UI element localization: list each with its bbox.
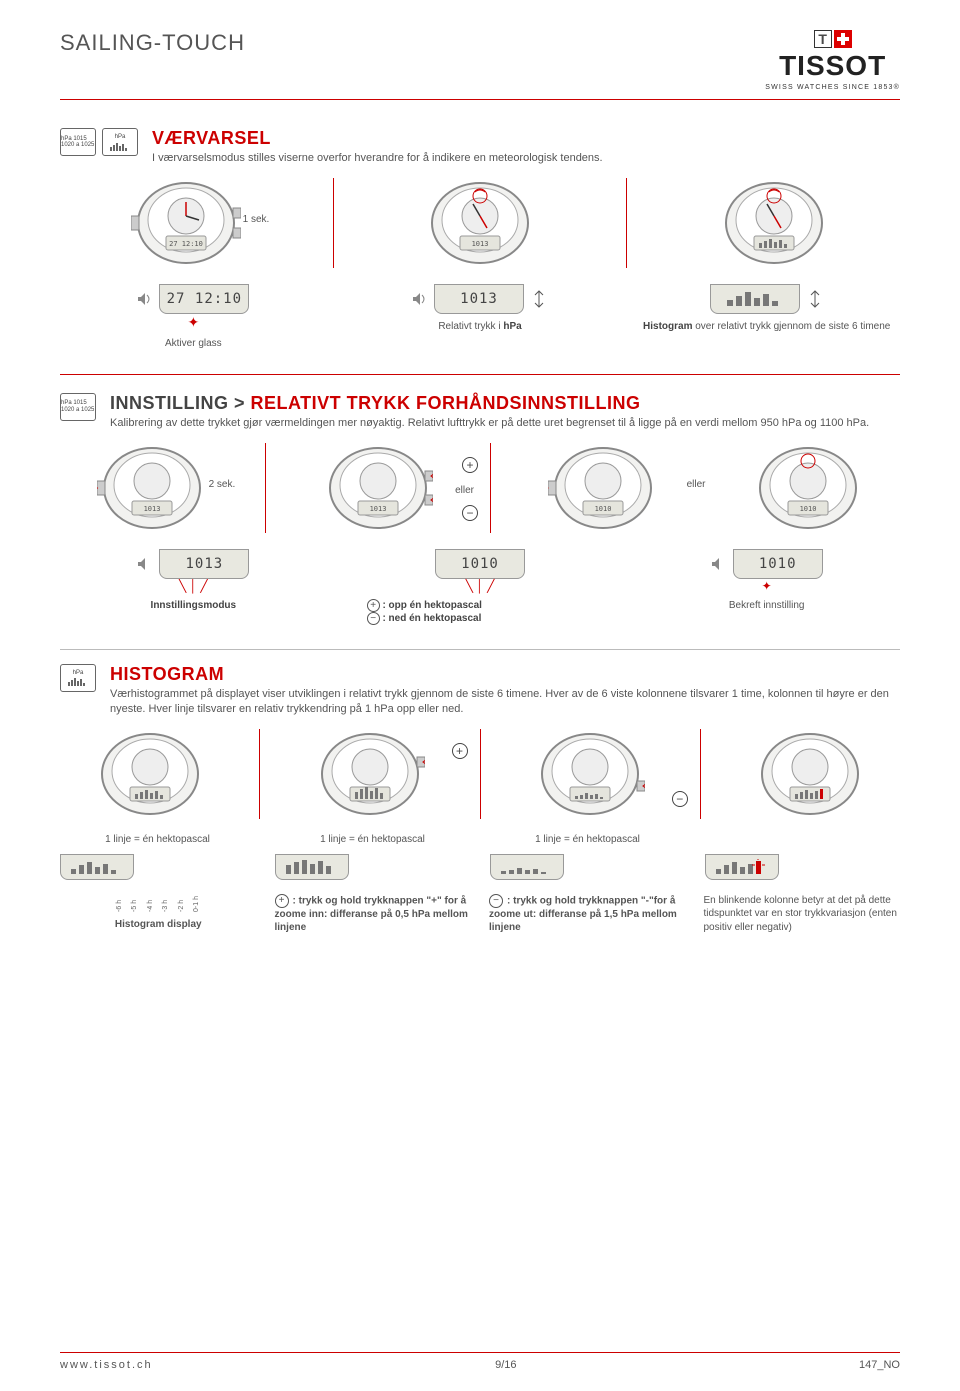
speaker-icon	[711, 557, 727, 571]
hpa-bars-icon: hPa	[102, 128, 138, 156]
brand-logo: T TISSOT SWISS WATCHES SINCE 1853®	[765, 30, 900, 91]
hpa-dial-icon: hPa 1015 1020 a 1025	[60, 393, 96, 421]
vaervarsel-step1: 27 12:10 1 sek.	[60, 178, 313, 268]
lcd-display: 1013	[159, 549, 249, 579]
annotation-2sek: 2 sek.	[209, 479, 236, 490]
svg-text:1013: 1013	[369, 505, 386, 513]
hpa-bars-icon: hPa	[60, 664, 96, 692]
lcd-display: 27 12:10	[159, 284, 249, 314]
lcd-histogram	[710, 284, 800, 314]
watch-icon: 1013 2 sek.	[97, 443, 207, 533]
vaervarsel-title: VÆRVARSEL	[152, 128, 603, 149]
zoom-in-desc: +: trykk og hold trykknappen "+" for å z…	[275, 894, 472, 935]
lcd-histogram	[490, 854, 564, 880]
watch-icon: 1013	[323, 443, 433, 533]
plus-icon: +	[275, 894, 289, 908]
caption-innstillingsmodus: Innstillingsmodus	[151, 600, 237, 611]
watch-icon: 1010	[548, 443, 658, 533]
lcd-histogram	[60, 854, 134, 880]
section-innstilling: hPa 1015 1020 a 1025 INNSTILLING > RELAT…	[60, 393, 900, 625]
page-footer: www.tissot.ch 9/16 147_NO	[60, 1352, 900, 1371]
innstilling-step2: 1013 + eller −	[286, 443, 471, 533]
hand-move-icon	[806, 287, 824, 311]
caption-histogram: Histogram over relativt trykk gjennom de…	[633, 320, 900, 333]
histogram-desc: Værhistogrammet på displayet viser utvik…	[110, 687, 900, 717]
eller-label: eller	[455, 485, 474, 496]
minus-icon: −	[672, 791, 688, 807]
rays-icon: ✦	[633, 579, 900, 593]
hour-labels: -6 h -5 h -4 h -3 h -2 h 0-1 h	[60, 896, 257, 912]
annotation-1sek: 1 sek.	[243, 214, 270, 225]
svg-text:1013: 1013	[472, 240, 489, 248]
svg-text:1013: 1013	[144, 505, 161, 513]
watch-icon	[315, 729, 425, 819]
vaervarsel-desc: I værvarselsmodus stilles viserne overfo…	[152, 151, 603, 166]
caption-relativt-trykk: Relativt trykk i hPa	[347, 320, 614, 333]
watch-icon	[755, 729, 865, 819]
highlight-icon: ✦	[60, 314, 327, 331]
lcd-display: 1013	[434, 284, 524, 314]
rays-icon: ╲ │ ╱	[60, 579, 327, 593]
innstilling-desc: Kalibrering av dette trykket gjør værmel…	[110, 416, 869, 431]
watch-icon: 1010	[753, 443, 863, 533]
caption-plusminus: + : opp én hektopascal − : ned én hektop…	[347, 599, 614, 625]
vaervarsel-step2: 1013	[354, 178, 607, 268]
svg-text:1010: 1010	[595, 505, 612, 513]
svg-text:1010: 1010	[799, 505, 816, 513]
watch-icon	[535, 729, 645, 819]
histogram-title: HISTOGRAM	[110, 664, 900, 685]
vaervarsel-step3	[647, 178, 900, 268]
watch-icon	[95, 729, 205, 819]
section-histogram: hPa HISTOGRAM Værhistogrammet på display…	[60, 664, 900, 935]
histogram-watch4	[721, 729, 900, 819]
hpa-dial-icon: hPa 1015 1020 a 1025	[60, 128, 96, 156]
histogram-watch3: −	[501, 729, 680, 819]
lcd-histogram-blink	[705, 854, 779, 880]
innstilling-step3b: 1010	[716, 443, 901, 533]
innstilling-step1: 1013 2 sek.	[60, 443, 245, 533]
lcd-histogram	[275, 854, 349, 880]
speaker-icon	[137, 292, 153, 306]
caption-1linje: 1 linje = én hektopascal	[490, 833, 685, 846]
caption-1linje: 1 linje = én hektopascal	[60, 833, 255, 846]
plus-icon: +	[462, 457, 478, 473]
eller-label: eller	[687, 479, 706, 490]
svg-text:27 12:10: 27 12:10	[169, 240, 203, 248]
blink-desc: En blinkende kolonne betyr at det på det…	[704, 894, 901, 935]
speaker-icon	[137, 557, 153, 571]
brand-name: TISSOT	[765, 50, 900, 82]
histogram-watch2: +	[280, 729, 459, 819]
histogram-display-label: Histogram display	[115, 919, 202, 930]
innstilling-title: INNSTILLING > RELATIVT TRYKK FORHÅNDSINN…	[110, 393, 869, 414]
watch-icon: 27 12:10 1 sek.	[131, 178, 241, 268]
hand-move-icon	[530, 287, 548, 311]
plus-icon: +	[452, 743, 468, 759]
t-mark-icon: T	[814, 30, 832, 48]
watch-icon: 1013	[425, 178, 535, 268]
innstilling-step3a: 1010 eller	[511, 443, 696, 533]
section-vaervarsel: hPa 1015 1020 a 1025 hPa VÆRVARSEL I vær…	[60, 128, 900, 350]
watch-icon	[719, 178, 829, 268]
swiss-cross-icon	[834, 30, 852, 48]
caption-aktiver-glass: Aktiver glass	[60, 337, 327, 350]
histogram-display-legend: -6 h -5 h -4 h -3 h -2 h 0-1 h Histogram…	[60, 894, 257, 935]
zoom-out-desc: −: trykk og hold trykknappen "-"for å zo…	[489, 894, 686, 935]
minus-icon: −	[489, 894, 503, 908]
caption-1linje: 1 linje = én hektopascal	[275, 833, 470, 846]
footer-page: 9/16	[495, 1359, 516, 1371]
footer-doc: 147_NO	[859, 1359, 900, 1371]
brand-tagline: SWISS WATCHES SINCE 1853®	[765, 84, 900, 91]
histogram-watch1	[60, 729, 239, 819]
rays-icon: ╲ │ ╱	[347, 579, 614, 593]
speaker-icon	[412, 292, 428, 306]
caption-bekreft: Bekreft innstilling	[633, 599, 900, 612]
footer-url[interactable]: www.tissot.ch	[60, 1359, 153, 1371]
minus-icon: −	[462, 505, 478, 521]
product-title: SAILING-TOUCH	[60, 30, 245, 56]
lcd-display: 1010	[733, 549, 823, 579]
page-header: SAILING-TOUCH T TISSOT SWISS WATCHES SIN…	[60, 30, 900, 100]
lcd-display: 1010	[435, 549, 525, 579]
